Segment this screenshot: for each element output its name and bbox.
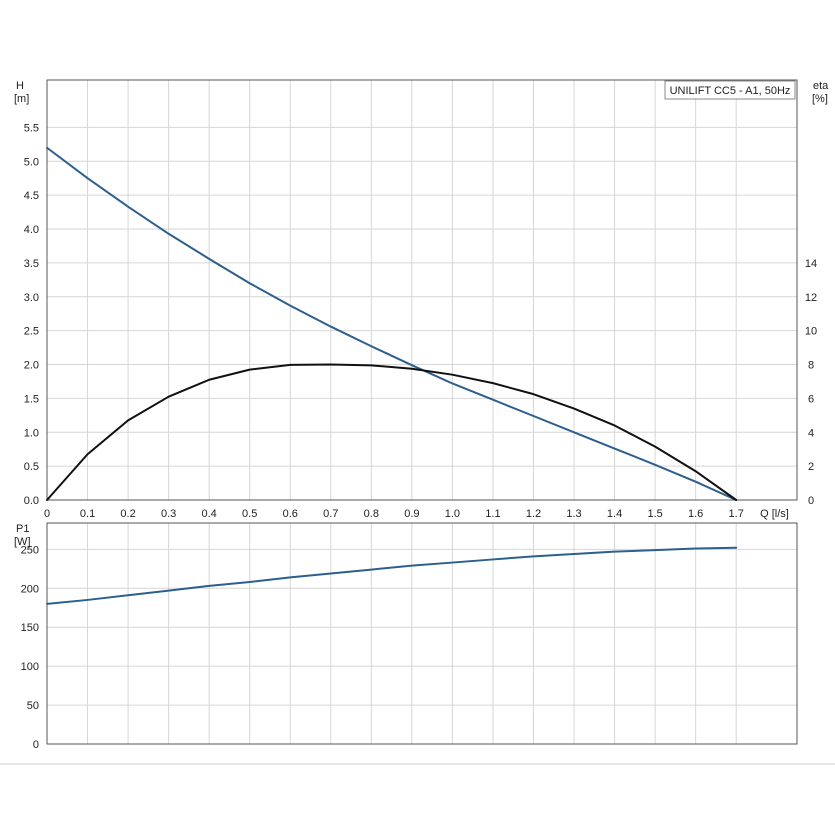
legend-title: UNILIFT CC5 - A1, 50Hz [670, 85, 791, 97]
x-tick-label: 1.7 [729, 508, 744, 520]
y-tick-label: 4.5 [24, 190, 39, 202]
y-tick-label: 1.5 [24, 393, 39, 405]
y-tick-label: 5.0 [24, 156, 39, 168]
y2-tick-label: 2 [808, 461, 814, 473]
legend-box [664, 80, 796, 100]
y-tick-label: 3.0 [24, 292, 39, 304]
x-tick-label: 1.2 [526, 508, 541, 520]
y2-tick-label: 4 [808, 427, 814, 439]
x-tick-label: 1.4 [607, 508, 622, 520]
y2-tick-label: 12 [805, 292, 817, 304]
y-tick-label: 5.5 [24, 122, 39, 134]
y-tick-label: 1.0 [24, 427, 39, 439]
y2-tick-label: 10 [805, 326, 817, 338]
x-tick-label: 0.8 [364, 508, 379, 520]
x-tick-label: 0 [44, 508, 50, 520]
y2-tick-label: 14 [805, 258, 817, 270]
y-axis-title: H [16, 80, 24, 92]
head-curve [46, 146, 738, 501]
y2-tick-label: 8 [808, 360, 814, 372]
x-tick-label: 1.1 [485, 508, 500, 520]
x-tick-label: 0.3 [161, 508, 176, 520]
y-axis-title: P1 [16, 523, 29, 535]
plot-frame [46, 522, 798, 745]
x-tick-label: 1.5 [647, 508, 662, 520]
y-tick-label: 0.5 [24, 461, 39, 473]
x-tick-label: 0.5 [242, 508, 257, 520]
x-tick-label: 1.6 [688, 508, 703, 520]
y-tick-label: 0 [33, 739, 39, 751]
y-tick-label: 3.5 [24, 258, 39, 270]
x-tick-label: 1.0 [445, 508, 460, 520]
y2-axis-title: eta [813, 80, 829, 92]
y2-tick-label: 6 [808, 393, 814, 405]
x-tick-label: 0.1 [80, 508, 95, 520]
x-tick-label: 0.7 [323, 508, 338, 520]
y-tick-label: 200 [21, 583, 39, 595]
plot-frame [46, 79, 798, 501]
x-tick-label: 1.3 [566, 508, 581, 520]
y2-tick-label: 0 [808, 495, 814, 507]
y-tick-label: 150 [21, 622, 39, 634]
x-tick-label: 0.2 [120, 508, 135, 520]
y-tick-label: 50 [27, 700, 39, 712]
x-tick-label: 0.9 [404, 508, 419, 520]
efficiency-curve [46, 363, 738, 501]
y-tick-label: 2.5 [24, 326, 39, 338]
y-tick-label: 4.0 [24, 224, 39, 236]
chart-layer: 0.0 0.5 1.0 1.5 2.0 2.5 3.0 3.5 4.0 4.5 5.0 5.5 0 0.1… [14, 79, 829, 751]
y-tick-label: 100 [21, 661, 39, 673]
x-tick-label: 0.6 [283, 508, 298, 520]
power-curve [46, 546, 738, 605]
x-axis-title: Q [l/s] [760, 508, 789, 520]
y2-axis-unit: [%] [812, 93, 828, 105]
x-tick-label: 0.4 [202, 508, 217, 520]
y-axis-unit: [W] [14, 536, 31, 548]
y-tick-label: 250 [21, 544, 39, 556]
y-axis-unit: [m] [14, 93, 29, 105]
y-tick-label: 2.0 [24, 360, 39, 372]
y-tick-label: 0.0 [24, 495, 39, 507]
